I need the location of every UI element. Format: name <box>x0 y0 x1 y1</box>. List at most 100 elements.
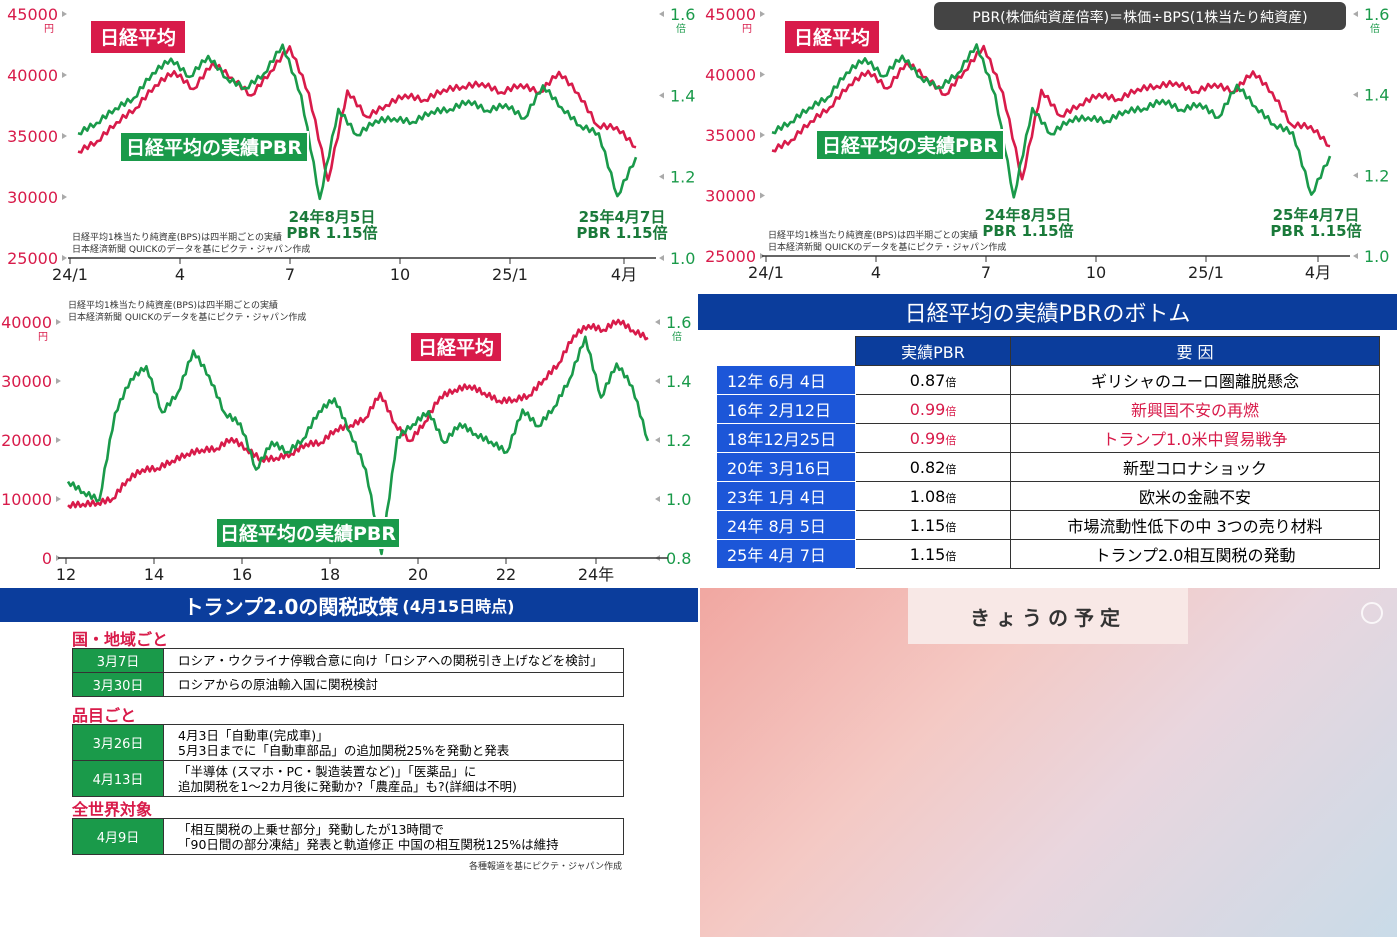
row-pbr-value: 0.99 <box>909 428 946 448</box>
row-date: 23年 1月 4日 <box>716 481 856 511</box>
chart-annotation: PBR 1.15倍 <box>576 224 667 242</box>
row-pbr-unit: 倍 <box>945 375 957 389</box>
x-axis-tick: 10 <box>1086 263 1106 282</box>
left-axis-tick: 25000 <box>705 247 756 266</box>
x-axis-tick: 4 <box>175 265 185 284</box>
legend-nikkei-label: 日経平均 <box>100 26 176 49</box>
x-axis-tick: 7 <box>285 265 295 284</box>
row-pbr-value: 0.99 <box>909 399 946 419</box>
tariff-section-title: 品目ごと <box>72 706 137 725</box>
left-axis-tick: 25000 <box>7 249 58 268</box>
tariff-row-text: ロシアからの原油輸入国に関税検討 <box>178 677 379 692</box>
series-line-nikkei <box>77 45 637 182</box>
series-line-pbr <box>771 43 1332 199</box>
legend-nikkei-label: 日経平均 <box>418 336 494 359</box>
left-tick-marker <box>56 496 61 502</box>
row-date: 25年 4月 7日 <box>716 539 856 569</box>
left-axis-tick: 10000 <box>1 490 52 509</box>
schedule-logo-icon <box>1361 602 1383 624</box>
right-tick-marker <box>655 437 660 443</box>
right-tick-marker <box>659 11 664 17</box>
x-axis-tick: 25/1 <box>1188 263 1224 282</box>
x-axis-tick: 4月 <box>1305 263 1331 282</box>
row-pbr-unit: 倍 <box>945 433 957 447</box>
legend-pbr-box <box>815 129 1005 161</box>
right-axis-tick: 1.2 <box>670 168 695 187</box>
right-tick-marker <box>1353 172 1358 179</box>
tariff-section-title: 国・地域ごと <box>72 630 169 649</box>
right-tick-marker <box>659 173 664 180</box>
row-pbr-unit: 倍 <box>945 491 957 505</box>
row-date: 12年 6月 4日 <box>716 365 856 395</box>
x-axis-tick: 4 <box>871 263 881 282</box>
schedule-title: きょうの予定 <box>970 605 1126 630</box>
left-axis-tick: 40000 <box>705 66 756 85</box>
tariff-row-date: 3月30日 <box>73 673 164 696</box>
chart-panel-3: 40000 30000 20000 10000 0 円 1.6 1.4 1.2 1.0 0.8 倍 12… <box>0 292 698 588</box>
chart-annotation: 25年4月7日 <box>1273 206 1360 224</box>
chart-annotation: 25年4月7日 <box>579 208 666 226</box>
row-pbr: 0.99倍 <box>855 394 1011 424</box>
right-axis-tick: 0.8 <box>666 549 691 568</box>
left-axis-tick: 35000 <box>705 126 756 145</box>
pbr-bottom-panel: 日経平均の実績PBRのボトム 実績PBR 要 因 12年 6月 4日 0.87倍ギ… <box>698 292 1397 588</box>
tariff-row: 4月13日 「半導体 (スマホ・PC・製造装置など)」「医薬品」に 追加関税を1～2… <box>72 760 624 797</box>
chart-note: 日本経済新聞 QUICKのデータを基にピクテ・ジャパン作成 <box>68 311 306 323</box>
tariff-row-text: 5月3日までに「自動車部品」の追加関税25%を発動と発表 <box>178 742 510 758</box>
schedule-title-box: きょうの予定 <box>908 588 1188 644</box>
tariff-row-date: 4月13日 <box>73 761 164 796</box>
x-axis-tick: 20 <box>408 565 428 584</box>
left-tick-marker <box>760 192 765 199</box>
left-axis-tick: 35000 <box>7 127 58 146</box>
row-cause: 市場流動性低下の中 3つの売り材料 <box>1010 510 1380 540</box>
chart-title-pill <box>934 2 1346 30</box>
row-pbr: 0.82倍 <box>855 452 1011 482</box>
row-cause: 新型コロナショック <box>1010 452 1380 482</box>
legend-pbr-label: 日経平均の実績PBR <box>126 136 302 159</box>
right-axis-tick: 1.6 <box>666 313 691 332</box>
right-tick-marker <box>659 255 664 261</box>
right-tick-marker <box>1353 11 1358 17</box>
left-tick-marker <box>56 319 61 325</box>
pbr-bottom-table: 実績PBR 要 因 12年 6月 4日 0.87倍 ギリシャのユーロ圏離脱懸念 16年… <box>716 336 1380 569</box>
table-row: 23年 1月 4日 1.08倍 欧米の金融不安 <box>716 481 1380 511</box>
row-pbr: 1.15倍 <box>855 539 1011 569</box>
x-axis-tick: 14 <box>144 565 164 584</box>
row-pbr: 1.15倍 <box>855 510 1011 540</box>
left-axis-tick: 40000 <box>7 66 58 85</box>
x-axis-tick: 24/1 <box>52 265 88 284</box>
left-axis-tick: 30000 <box>1 372 52 391</box>
left-tick-marker <box>56 378 61 384</box>
chart-nikkei-pbr-2024: 45000 40000 35000 30000 25000 円 1.6 1.4 1.2 1.0 倍 2… <box>7 5 695 284</box>
left-axis-tick: 30000 <box>705 187 756 206</box>
x-axis-tick: 24/1 <box>748 263 784 282</box>
table-row: 18年12月25日 0.99倍 トランプ1.0米中貿易戦争 <box>716 423 1380 453</box>
row-pbr-value: 1.08 <box>909 486 946 506</box>
x-axis-tick: 12 <box>56 565 76 584</box>
pbr-table-title: 日経平均の実績PBRのボトム <box>698 294 1397 330</box>
left-axis-tick: 45000 <box>705 5 756 24</box>
tariff-row: 3月26日 4月3日「自動車(完成車)」 5月3日までに「自動車部品」の追加関税25… <box>72 724 624 761</box>
left-axis-unit: 円 <box>44 24 54 35</box>
chart-panel-1: 45000 40000 35000 30000 25000 円 1.6 1.4 1.2 1.0 倍 2… <box>0 0 698 290</box>
chart-nikkei-pbr-longterm: 40000 30000 20000 10000 0 円 1.6 1.4 1.2 1.0 0.8 倍 12… <box>1 299 691 584</box>
table-header-row: 実績PBR 要 因 <box>717 336 1380 366</box>
schedule-panel: きょうの予定 3月と2024年度 貿易統計日銀 中川審議委員の発言ECB理事会 … <box>700 588 1397 937</box>
legend-nikkei-box <box>783 19 881 55</box>
tariff-row-date: 3月26日 <box>73 725 164 760</box>
tariff-title-band: トランプ2.0の関税政策 (4月15日時点) <box>0 588 698 622</box>
x-axis-tick: 16 <box>232 565 252 584</box>
tariff-row-text: 4月3日「自動車(完成車)」 <box>178 727 329 743</box>
x-axis-tick: 4月 <box>611 265 637 284</box>
tariff-row: 3月30日 ロシアからの原油輸入国に関税検討 <box>72 672 624 697</box>
right-axis-tick: 1.2 <box>1364 166 1389 185</box>
row-date: 18年12月25日 <box>716 423 856 453</box>
row-pbr-unit: 倍 <box>945 404 957 418</box>
table-row: 12年 6月 4日 0.87倍 ギリシャのユーロ圏離脱懸念 <box>716 365 1380 395</box>
tariff-section-title: 全世界対象 <box>72 800 153 819</box>
left-tick-marker <box>760 11 765 17</box>
table-row: 25年 4月 7日 1.15倍 トランプ2.0相互関税の発動 <box>716 539 1380 569</box>
left-tick-marker <box>62 194 67 200</box>
chart-note: 日本経済新聞 QUICKのデータを基にピクテ・ジャパン作成 <box>72 243 310 255</box>
x-axis-tick: 10 <box>390 265 410 284</box>
